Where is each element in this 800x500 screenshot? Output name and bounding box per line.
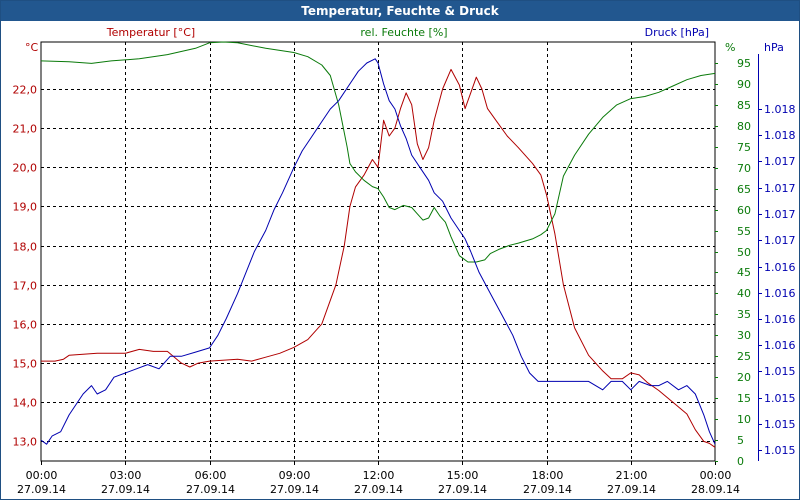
humidity-tick-label: 25 <box>737 350 751 363</box>
pressure-tick-label: 1.016 <box>764 313 796 326</box>
x-tick-label-time: 00:00 <box>700 469 732 482</box>
pressure-tick-label: 1.015 <box>764 444 796 457</box>
pressure-tick-label: 1.017 <box>764 182 796 195</box>
humidity-tick-label: 10 <box>737 413 751 426</box>
x-tick-label-time: 21:00 <box>616 469 648 482</box>
humidity-tick-label: 35 <box>737 308 751 321</box>
x-tick-label-date: 28.09.14 <box>691 483 740 496</box>
x-tick-label-time: 00:00 <box>26 469 58 482</box>
x-tick-label-time: 06:00 <box>195 469 227 482</box>
x-tick-label-date: 27.09.14 <box>270 483 319 496</box>
humidity-tick-label: 70 <box>737 162 751 175</box>
humidity-tick-label: 30 <box>737 329 751 342</box>
pressure-series-line <box>40 58 716 445</box>
series-lines <box>40 41 716 448</box>
temperature-tick-label: 21,0 <box>13 123 38 136</box>
temperature-tick-label: 13,0 <box>13 436 38 449</box>
axes: 00:0027.09.1403:0027.09.1406:0027.09.140… <box>13 26 796 496</box>
humidity-tick-label: 90 <box>737 78 751 91</box>
x-tick-label-date: 27.09.14 <box>186 483 235 496</box>
temperature-tick-label: 15,0 <box>13 358 38 371</box>
x-tick-label-time: 09:00 <box>279 469 311 482</box>
pressure-tick-label: 1.015 <box>764 392 796 405</box>
humidity-tick-label: 5 <box>737 434 744 447</box>
humidity-tick-label: 0 <box>737 455 744 468</box>
temperature-tick-label: 20,0 <box>13 162 38 175</box>
window-title: Temperatur, Feuchte & Druck <box>1 1 799 21</box>
humidity-unit: % <box>725 41 735 54</box>
x-tick-label-date: 27.09.14 <box>101 483 150 496</box>
humidity-tick-label: 85 <box>737 99 751 112</box>
humidity-tick-label: 95 <box>737 57 751 70</box>
humidity-tick-label: 65 <box>737 183 751 196</box>
x-tick-label-time: 15:00 <box>447 469 479 482</box>
temperature-tick-label: 22,0 <box>13 84 38 97</box>
pressure-tick-label: 1.016 <box>764 287 796 300</box>
temperature-tick-label: 17,0 <box>13 280 38 293</box>
temperature-tick-label: 18,0 <box>13 241 38 254</box>
temperature-series-line <box>41 68 716 448</box>
humidity-tick-label: 20 <box>737 371 751 384</box>
humidity-tick-label: 80 <box>737 120 751 133</box>
pressure-axis-label: Druck [hPa] <box>645 26 709 39</box>
pressure-tick-label: 1.017 <box>764 208 796 221</box>
chart: 00:0027.09.1403:0027.09.1406:0027.09.140… <box>13 26 796 496</box>
temperature-tick-label: 14,0 <box>13 397 38 410</box>
humidity-axis-label: rel. Feuchte [%] <box>360 26 447 39</box>
pressure-tick-label: 1.015 <box>764 365 796 378</box>
x-tick-label-date: 27.09.14 <box>354 483 403 496</box>
humidity-tick-label: 15 <box>737 392 751 405</box>
temperature-tick-label: 16,0 <box>13 319 38 332</box>
pressure-tick-label: 1.017 <box>764 155 796 168</box>
grid <box>40 41 716 462</box>
pressure-tick-label: 1.016 <box>764 339 796 352</box>
humidity-series-line <box>40 41 716 263</box>
x-tick-label-time: 12:00 <box>363 469 395 482</box>
x-tick-label-time: 18:00 <box>532 469 564 482</box>
pressure-tick-label: 1.017 <box>764 234 796 247</box>
temperature-tick-label: 19,0 <box>13 201 38 214</box>
pressure-tick-label: 1.018 <box>764 103 796 116</box>
humidity-tick-label: 75 <box>737 141 751 154</box>
pressure-tick-label: 1.015 <box>764 418 796 431</box>
x-tick-label-date: 27.09.14 <box>17 483 66 496</box>
pressure-tick-label: 1.016 <box>764 261 796 274</box>
humidity-tick-label: 45 <box>737 266 751 279</box>
x-tick-label-date: 27.09.14 <box>438 483 487 496</box>
pressure-tick-label: 1.018 <box>764 129 796 142</box>
temperature-unit: °C <box>25 41 39 54</box>
pressure-unit: hPa <box>764 41 784 54</box>
temperature-axis-label: Temperatur [°C] <box>106 26 195 39</box>
humidity-tick-label: 50 <box>737 246 751 259</box>
x-tick-label-time: 03:00 <box>110 469 142 482</box>
x-tick-label-date: 27.09.14 <box>523 483 572 496</box>
humidity-tick-label: 40 <box>737 287 751 300</box>
humidity-tick-label: 60 <box>737 204 751 217</box>
x-tick-label-date: 27.09.14 <box>607 483 656 496</box>
humidity-tick-label: 55 <box>737 225 751 238</box>
